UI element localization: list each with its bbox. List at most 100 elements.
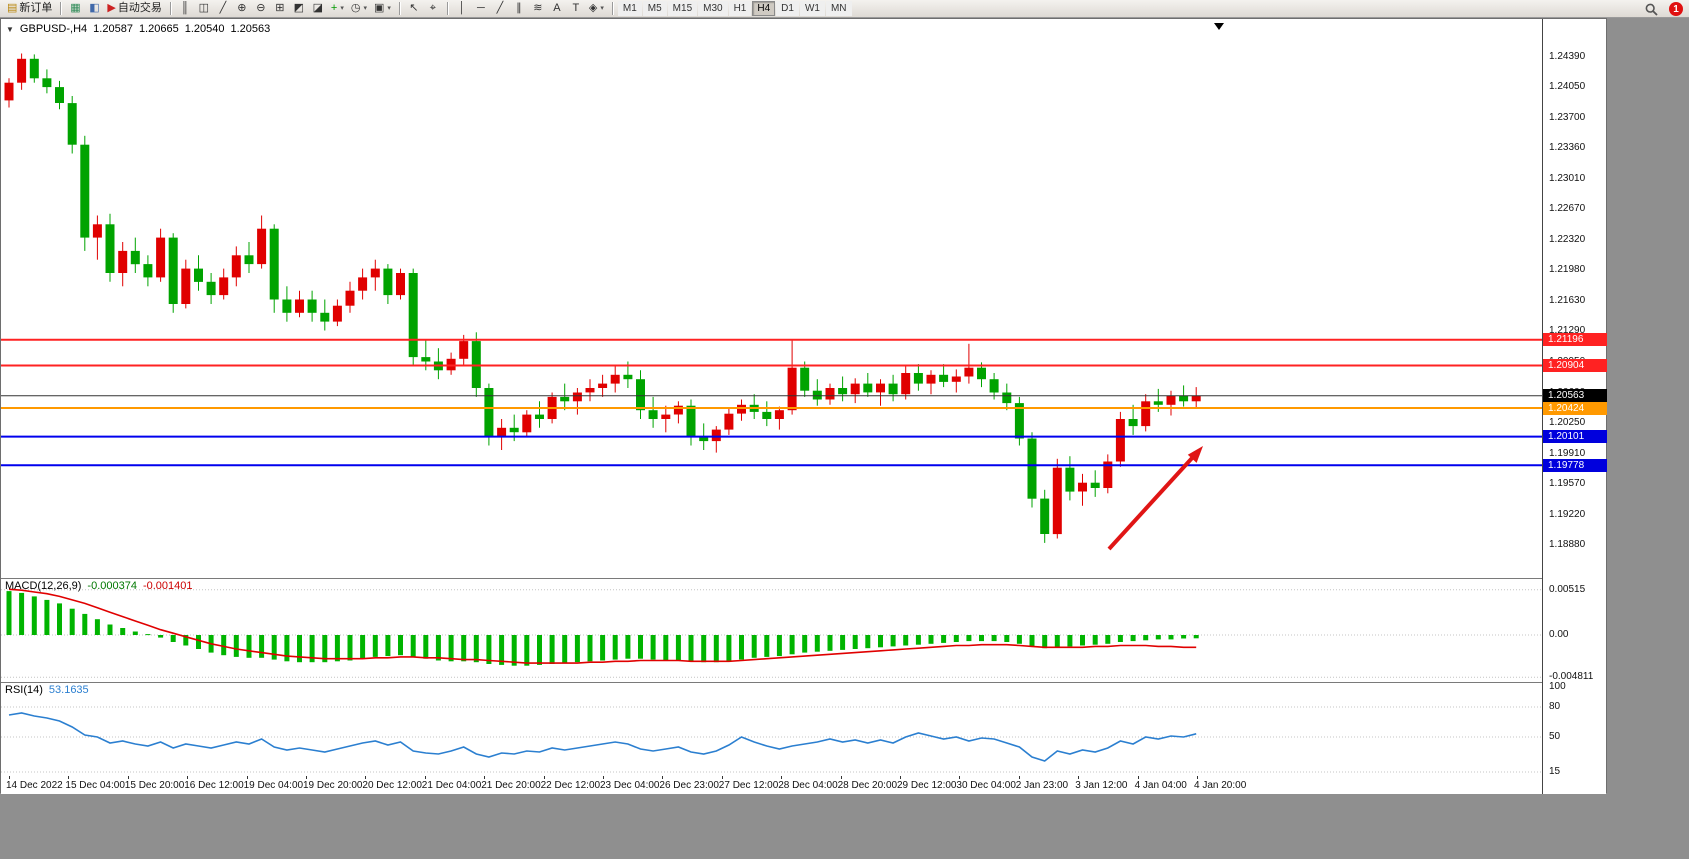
price-axis-label: 1.20250 [1549,417,1586,429]
timeframe-h1-button[interactable]: H1 [728,1,752,16]
time-tick [781,776,783,779]
time-axis-label: 4 Jan 20:00 [1194,780,1247,791]
search-button[interactable] [1642,1,1661,17]
time-tick [1137,776,1139,779]
chart-symbol-period: GBPUSD-,H4 [19,23,88,35]
timeframe-m1-button[interactable]: M1 [617,1,642,16]
price-axis-label: 1.23700 [1549,112,1586,124]
search-icon [1645,3,1658,16]
rsi-axis-label: 80 [1549,701,1561,712]
price-axis-label: 1.23010 [1549,173,1586,185]
price-axis-label: 1.18880 [1549,538,1586,550]
indicator-windows-button[interactable]: ◪ [309,1,327,17]
price-axis-label: 1.19220 [1549,508,1586,520]
rsi-label: RSI(14) [5,684,43,696]
main-chart-pane[interactable] [1,19,1542,578]
arrows-button[interactable]: ◈ ▾ [586,1,607,17]
chart-close: 1.20563 [230,23,271,35]
timeframe-mn-button[interactable]: MN [825,1,852,16]
tile-windows-icon: ⊞ [275,2,285,14]
time-axis-label: 16 Dec 12:00 [184,780,244,791]
vertical-line-icon: │ [458,2,466,14]
equidistant-channel-button[interactable]: ∥ [510,1,528,17]
templates-button[interactable]: ▣ ▾ [371,1,394,17]
fibonacci-button[interactable]: ≋ [529,1,547,17]
price-axis-label: 1.24390 [1549,51,1586,63]
macd-label: MACD(12,26,9) [5,580,82,592]
toolbar-separator [446,2,448,15]
timeframe-h4-button[interactable]: H4 [752,1,776,16]
new-order-icon: ▤ [7,2,18,14]
time-axis-label: 30 Dec 04:00 [956,780,1016,791]
periods-dropdown-icon[interactable]: ▾ [363,5,367,12]
price-axis[interactable]: 1.24390 1.24050 1.23700 1.23360 1.23010 1.226… [1542,19,1607,794]
candlestick-chart-icon: ◫ [198,2,210,14]
profiles-button[interactable]: ◧ [85,1,103,17]
cursor-button[interactable]: ↖ [405,1,423,17]
trendline-icon: ╱ [496,2,504,14]
macd-main-value: -0.000374 [87,580,137,592]
toolbar-separator [60,2,62,15]
notification-badge[interactable]: 1 [1669,2,1683,16]
time-tick [9,776,10,779]
autotrading-button[interactable]: ▶ 自动交易 [104,1,164,17]
line-chart-button[interactable]: ╱ [214,1,232,17]
tile-windows-button[interactable]: ⊞ [271,1,289,17]
vertical-line-button[interactable]: │ [453,1,471,17]
price-axis-label: 1.19570 [1549,477,1586,489]
new-order-label: 新订单 [19,2,53,14]
zoom-in-icon: ⊕ [237,2,247,14]
arrows-dropdown-icon[interactable]: ▾ [600,5,604,12]
time-tick [424,776,426,779]
time-axis-label: 15 Dec 04:00 [65,780,125,791]
time-axis-label: 15 Dec 20:00 [124,780,185,791]
zoom-out-button[interactable]: ⊖ [252,1,270,17]
text-label-icon: T [572,2,580,14]
rsi-value: 53.1635 [48,684,89,696]
text-button[interactable]: A [548,1,566,17]
timeframe-m30-button[interactable]: M30 [698,1,728,16]
zoom-in-button[interactable]: ⊕ [233,1,251,17]
templates-icon: ▣ [373,2,385,14]
rsi-pane[interactable] [1,682,1542,776]
bar-chart-button[interactable]: ║ [176,1,194,17]
chart-open: 1.20587 [93,23,133,35]
templates-dropdown-icon[interactable]: ▾ [387,5,391,12]
time-axis-label: 21 Dec 20:00 [481,780,541,791]
timeframe-d1-button[interactable]: D1 [776,1,799,16]
indicators-button[interactable]: ◩ [290,1,308,17]
time-tick [306,776,307,779]
macd-axis-label: -0.004811 [1549,671,1594,683]
timeframe-w1-button[interactable]: W1 [799,1,825,16]
price-tag: 1.20563 [1543,389,1607,403]
macd-signal-value: -0.001401 [142,580,193,592]
periods-button[interactable]: ◷ ▾ [348,1,370,17]
crosshair-button[interactable]: ⌖ [424,1,442,17]
macd-separator[interactable] [1,578,1606,579]
time-tick [721,776,723,779]
time-axis-label: 22 Dec 12:00 [540,780,601,791]
timeframe-m15-button[interactable]: M15 [667,1,698,16]
price-tag: 1.21196 [1543,333,1607,347]
new-order-button[interactable]: ▤ 新订单 [4,1,55,17]
trendline-button[interactable]: ╱ [491,1,509,17]
time-axis[interactable]: 14 Dec 2022 15 Dec 04:00 15 Dec 20:00 16 De… [1,776,1542,794]
add-indicator-button[interactable]: + ▾ [328,1,347,17]
price-axis-label: 1.19910 [1549,447,1586,459]
candlestick-chart-button[interactable]: ◫ [195,1,213,17]
add-indicator-dropdown-icon[interactable]: ▾ [340,5,344,12]
price-axis-label: 1.21630 [1549,295,1586,307]
collapse-chart-icon[interactable]: ▼ [6,25,14,34]
macd-header: MACD(12,26,9) -0.000374 -0.001401 [5,580,199,592]
horizontal-line-button[interactable]: ─ [472,1,490,17]
time-axis-label: 21 Dec 04:00 [421,780,482,791]
price-tag: 1.20904 [1543,359,1607,372]
time-tick [187,776,189,779]
charts-icon: ▦ [70,2,81,14]
text-label-button[interactable]: T [567,1,585,17]
timeframe-m5-button[interactable]: M5 [642,1,667,16]
charts-button[interactable]: ▦ [66,1,84,17]
macd-pane[interactable] [1,578,1542,682]
rsi-separator[interactable] [1,682,1606,683]
price-axis-label: 1.23360 [1549,142,1586,154]
